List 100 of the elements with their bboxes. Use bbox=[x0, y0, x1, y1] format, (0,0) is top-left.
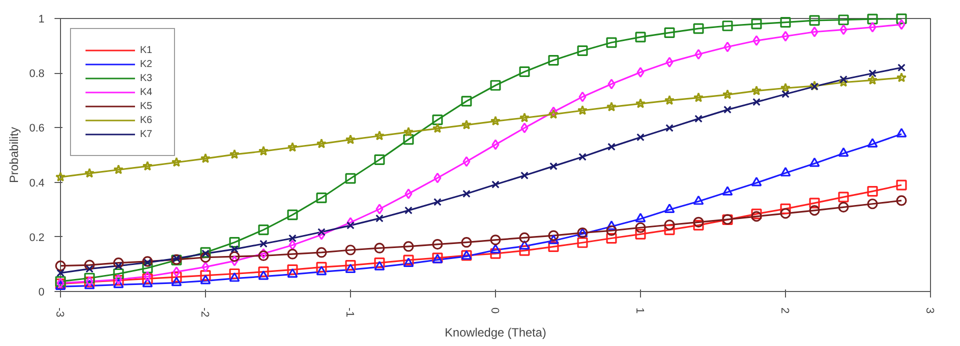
x-tick-label: 1 bbox=[634, 308, 646, 314]
point bbox=[432, 123, 443, 133]
point bbox=[288, 240, 296, 250]
point bbox=[664, 27, 675, 38]
point bbox=[693, 92, 704, 102]
point bbox=[287, 268, 298, 278]
point bbox=[462, 190, 470, 198]
point bbox=[868, 69, 876, 78]
point bbox=[722, 20, 733, 32]
point bbox=[606, 225, 617, 236]
point bbox=[838, 147, 849, 157]
point bbox=[838, 192, 849, 202]
point bbox=[287, 264, 298, 275]
point bbox=[374, 130, 385, 140]
point bbox=[840, 75, 848, 84]
point bbox=[520, 122, 528, 134]
legend-label: K4 bbox=[140, 86, 154, 99]
point bbox=[896, 72, 907, 82]
point bbox=[200, 274, 211, 284]
point bbox=[664, 204, 675, 213]
point bbox=[113, 268, 124, 280]
point bbox=[345, 173, 356, 184]
point bbox=[403, 258, 414, 268]
point bbox=[172, 254, 180, 262]
point bbox=[490, 80, 501, 91]
legend-label: K6 bbox=[140, 114, 154, 127]
point bbox=[200, 252, 211, 263]
point bbox=[142, 160, 153, 171]
x-tick-label: -2 bbox=[198, 308, 210, 318]
point bbox=[548, 241, 559, 252]
point bbox=[229, 268, 240, 280]
point bbox=[867, 186, 878, 197]
point bbox=[144, 258, 152, 267]
y-tick-label: 0.4 bbox=[29, 177, 45, 190]
point bbox=[896, 13, 907, 24]
legend-label: K5 bbox=[140, 100, 154, 113]
point bbox=[287, 209, 298, 220]
point bbox=[461, 96, 472, 107]
y-tick-label: 0.6 bbox=[29, 122, 45, 135]
point bbox=[809, 205, 820, 216]
point bbox=[666, 124, 674, 132]
point bbox=[258, 250, 269, 262]
point bbox=[606, 102, 617, 112]
point bbox=[608, 142, 616, 151]
point bbox=[838, 77, 849, 87]
point bbox=[608, 78, 616, 90]
point bbox=[722, 186, 733, 196]
point bbox=[229, 272, 240, 282]
point bbox=[751, 18, 762, 30]
point bbox=[113, 258, 124, 268]
point bbox=[752, 35, 760, 46]
point bbox=[752, 98, 760, 106]
point bbox=[780, 82, 791, 93]
x-tick-label: 3 bbox=[924, 308, 936, 314]
x-tick-label: 2 bbox=[778, 308, 790, 314]
point bbox=[434, 172, 442, 184]
point bbox=[548, 109, 559, 119]
point bbox=[316, 247, 327, 258]
point bbox=[606, 37, 617, 48]
point bbox=[636, 133, 644, 142]
point bbox=[693, 23, 704, 34]
point bbox=[318, 228, 326, 236]
point bbox=[577, 105, 588, 115]
point bbox=[724, 42, 732, 52]
point bbox=[519, 66, 530, 78]
point bbox=[230, 245, 238, 254]
point bbox=[867, 14, 878, 24]
point bbox=[287, 248, 298, 260]
point bbox=[635, 32, 646, 42]
point bbox=[578, 152, 586, 161]
point bbox=[898, 19, 906, 30]
point bbox=[840, 24, 848, 35]
point bbox=[345, 244, 356, 256]
point bbox=[751, 86, 762, 96]
point bbox=[258, 146, 269, 156]
point bbox=[867, 74, 878, 85]
point bbox=[403, 241, 414, 252]
point bbox=[345, 134, 356, 144]
point bbox=[577, 45, 588, 56]
legend-label: K3 bbox=[140, 72, 154, 85]
point bbox=[664, 95, 675, 105]
point bbox=[838, 14, 849, 26]
point bbox=[345, 260, 356, 271]
y-tick-label: 0.8 bbox=[29, 68, 45, 80]
point bbox=[896, 180, 907, 190]
point bbox=[490, 234, 501, 246]
point bbox=[346, 217, 354, 228]
point bbox=[432, 114, 443, 126]
point bbox=[461, 237, 472, 248]
point bbox=[316, 266, 327, 276]
point bbox=[751, 208, 762, 220]
point bbox=[229, 251, 240, 262]
y-tick-label: 0.2 bbox=[29, 232, 45, 244]
point bbox=[867, 198, 878, 210]
point bbox=[374, 260, 385, 270]
point bbox=[172, 266, 180, 278]
point bbox=[809, 157, 820, 167]
point bbox=[376, 214, 384, 222]
point bbox=[374, 154, 385, 165]
point bbox=[55, 172, 66, 182]
